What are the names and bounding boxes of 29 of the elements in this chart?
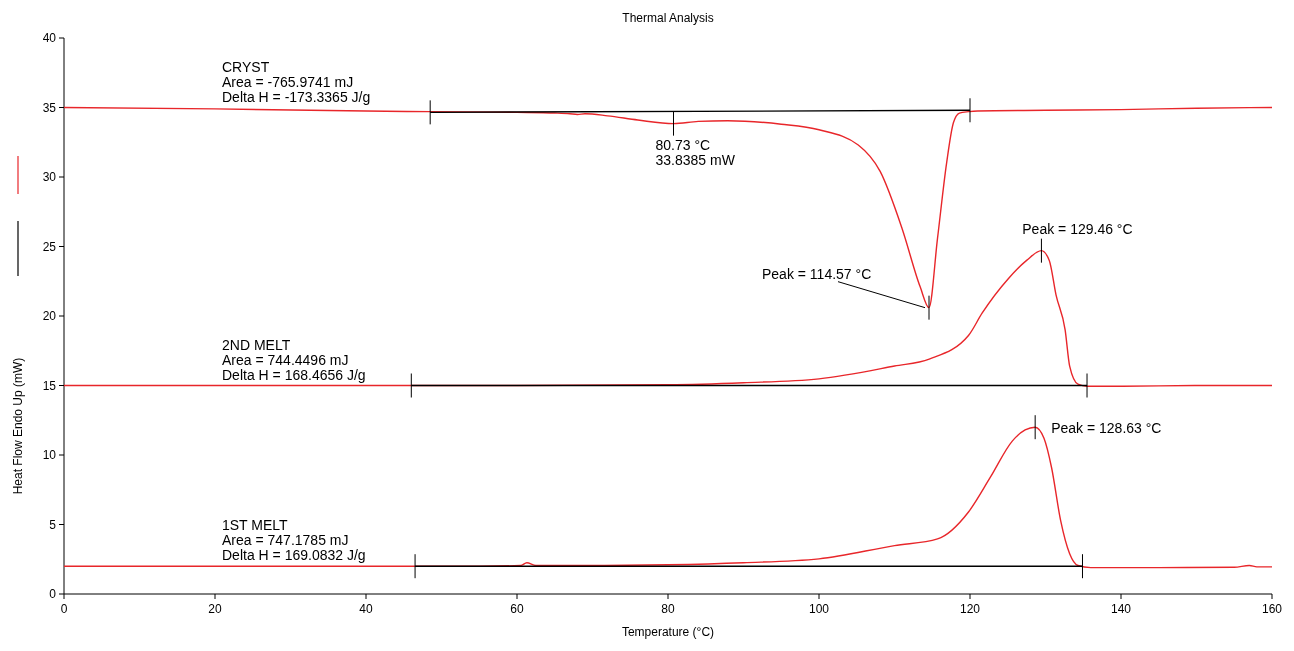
y-tick-label: 20 — [42, 309, 57, 323]
x-tick-label: 0 — [60, 602, 68, 616]
y-tick-label: 30 — [42, 170, 57, 184]
x-tick-label: 100 — [808, 602, 830, 616]
chart-title: Thermal Analysis — [622, 11, 714, 25]
annotation: Peak = 129.46 °C — [1022, 220, 1133, 237]
x-tick-label: 80 — [661, 602, 675, 616]
y-tick-label: 0 — [49, 587, 57, 601]
y-tick-label: 10 — [42, 448, 57, 462]
y-tick-label: 5 — [49, 517, 57, 532]
annotation: 2ND MELT Area = 744.4496 mJ Delta H = 168.4656 J/g — [222, 336, 366, 383]
x-tick-label: 40 — [359, 602, 373, 616]
y-tick-label: 35 — [42, 100, 57, 115]
annotation: 1ST MELT Area = 747.1785 mJ Delta H = 169.0832 J/g — [222, 517, 366, 564]
annotation: 80.73 °C 33.8385 mW — [655, 136, 736, 168]
x-tick-label: 20 — [208, 602, 222, 616]
annotation: Peak = 114.57 °C — [762, 265, 872, 282]
x-tick-label: 60 — [510, 602, 524, 616]
x-tick-label: 160 — [1261, 602, 1283, 616]
x-axis-title: Temperature (°C) — [621, 625, 715, 639]
annotation: Peak = 128.63 °C — [1051, 420, 1162, 437]
y-axis-title: Heat Flow Endo Up (mW) — [11, 357, 25, 495]
y-tick-label: 25 — [42, 239, 57, 254]
x-tick-label: 140 — [1110, 602, 1132, 616]
y-tick-label: 15 — [42, 378, 57, 393]
annotation: CRYST Area = -765.9741 mJ Delta H = -173.3365 J/g — [222, 58, 371, 105]
x-tick-label: 120 — [959, 602, 981, 616]
y-tick-label: 40 — [42, 31, 57, 45]
line-series — [63, 106, 1273, 309]
